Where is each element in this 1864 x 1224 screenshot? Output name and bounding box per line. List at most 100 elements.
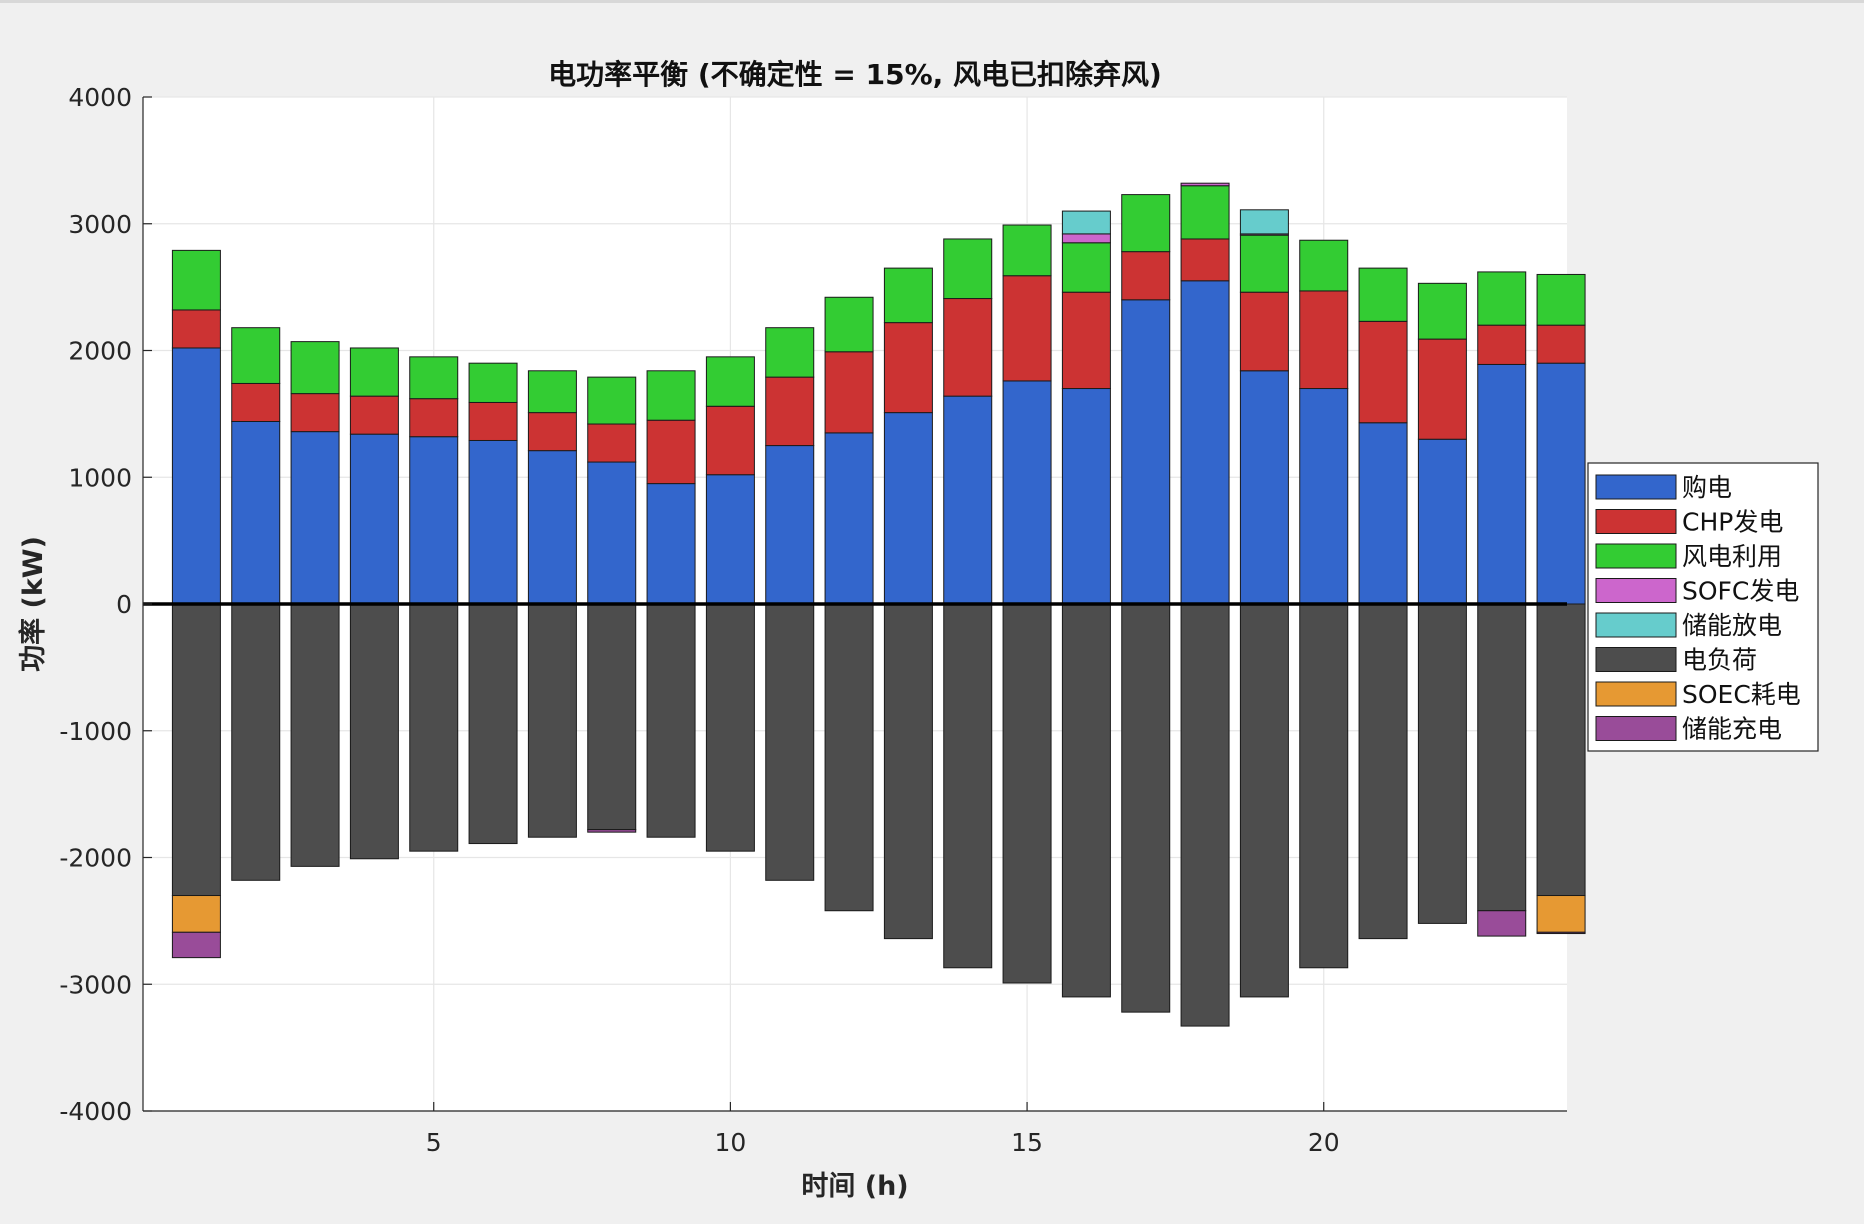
- legend-swatch-2: [1595, 543, 1677, 569]
- legend-entry-0: 购电: [1682, 473, 1732, 502]
- legend-swatch-4: [1595, 612, 1677, 638]
- x-tick-label: 10: [714, 1128, 746, 1157]
- legend-swatch-3: [1595, 578, 1677, 603]
- bar-segment-series-5-hour-3: [290, 603, 340, 867]
- bar-segment-series-1-hour-4: [349, 395, 399, 435]
- x-tick-label: 15: [1011, 1128, 1043, 1157]
- bar-segment-series-2-hour-24: [1536, 273, 1586, 326]
- bar-segment-series-0-hour-20: [1299, 388, 1349, 605]
- bar-segment-series-1-hour-6: [468, 401, 518, 441]
- bar-segment-series-1-hour-7: [527, 412, 577, 452]
- bar-segment-series-1-hour-15: [1002, 275, 1052, 382]
- x-tick-label: 20: [1308, 1128, 1340, 1157]
- bar-segment-series-1-hour-9: [646, 419, 696, 485]
- bar-segment-series-1-hour-22: [1417, 338, 1467, 440]
- bar-segment-series-5-hour-8: [587, 603, 637, 831]
- bar-segment-series-0-hour-10: [705, 474, 755, 605]
- bar-segment-series-7-hour-24: [1536, 931, 1586, 935]
- bar-segment-series-0-hour-5: [409, 436, 459, 605]
- bar-segment-series-5-hour-13: [883, 603, 933, 940]
- bar-segment-series-1-hour-17: [1121, 251, 1171, 301]
- bar-segment-series-5-hour-17: [1121, 603, 1171, 1013]
- bar-segment-series-6-hour-1: [171, 895, 221, 933]
- bar-segment-series-1-hour-2: [231, 382, 281, 422]
- y-axis-title: 功率 (kW): [17, 536, 49, 672]
- bar-segment-series-2-hour-8: [587, 376, 637, 425]
- legend-entry-4: 储能放电: [1682, 611, 1782, 640]
- legend-entry-1: CHP发电: [1682, 508, 1783, 537]
- bar-segment-series-2-hour-15: [1002, 224, 1052, 277]
- bar-segment-series-2-hour-16: [1061, 242, 1111, 293]
- bar-segment-series-2-hour-6: [468, 362, 518, 403]
- bar-segment-series-6-hour-24: [1536, 895, 1586, 933]
- bar-segment-series-0-hour-11: [765, 445, 815, 605]
- bar-segment-series-0-hour-15: [1002, 380, 1052, 605]
- bar-segment-series-1-hour-8: [587, 423, 637, 463]
- bar-segment-series-0-hour-6: [468, 439, 518, 605]
- y-tick-label: 0: [116, 590, 132, 619]
- bar-segment-series-5-hour-12: [824, 603, 874, 912]
- bars: [171, 182, 1586, 1027]
- bar-segment-series-2-hour-21: [1358, 267, 1408, 322]
- bar-segment-series-5-hour-7: [527, 603, 577, 838]
- bar-segment-series-4-hour-19: [1239, 209, 1289, 235]
- bar-segment-series-1-hour-19: [1239, 291, 1289, 372]
- bar-segment-series-5-hour-9: [646, 603, 696, 838]
- axes: -4000 -3000 -2000 -1000 0 1000 2000 3000 4000 5 10…: [59, 83, 1567, 1157]
- bar-segment-series-1-hour-14: [943, 298, 993, 397]
- bar-segment-series-5-hour-15: [1002, 603, 1052, 984]
- bar-segment-series-5-hour-23: [1477, 603, 1527, 912]
- y-tick-label: -1000: [59, 717, 132, 746]
- legend-swatch-1: [1595, 509, 1677, 534]
- bar-segment-series-2-hour-3: [290, 341, 340, 395]
- y-tick-label: 1000: [68, 463, 132, 492]
- bar-segment-series-7-hour-23: [1477, 910, 1527, 937]
- bar-segment-series-7-hour-1: [171, 931, 221, 959]
- bar-segment-series-5-hour-10: [705, 603, 755, 852]
- bar-segment-series-1-hour-16: [1061, 291, 1111, 390]
- bar-segment-series-0-hour-12: [824, 432, 874, 605]
- x-axis-title: 时间 (h): [801, 1171, 908, 1202]
- bar-segment-series-1-hour-12: [824, 351, 874, 434]
- bar-segment-series-5-hour-19: [1239, 603, 1289, 998]
- bar-segment-series-1-hour-1: [171, 309, 221, 349]
- bar-segment-series-2-hour-1: [171, 249, 221, 311]
- bar-segment-series-5-hour-21: [1358, 603, 1408, 940]
- bar-segment-series-1-hour-13: [883, 322, 933, 414]
- bar-segment-series-5-hour-18: [1180, 603, 1230, 1027]
- legend-entry-7: 储能充电: [1682, 715, 1782, 744]
- bar-segment-series-1-hour-5: [409, 398, 459, 438]
- bar-segment-series-0-hour-21: [1358, 422, 1408, 605]
- bar-segment-series-3-hour-18: [1180, 182, 1230, 187]
- bar-segment-series-0-hour-1: [171, 347, 221, 605]
- y-tick-label: 2000: [68, 337, 132, 366]
- bar-segment-series-2-hour-12: [824, 296, 874, 353]
- bar-segment-series-2-hour-14: [943, 238, 993, 300]
- bar-segment-series-5-hour-14: [943, 603, 993, 969]
- bar-segment-series-2-hour-9: [646, 370, 696, 421]
- bar-segment-series-5-hour-2: [231, 603, 281, 881]
- bar-segment-series-3-hour-16: [1061, 233, 1111, 244]
- bar-segment-series-2-hour-7: [527, 370, 577, 414]
- bar-segment-series-2-hour-5: [409, 356, 459, 400]
- legend-swatch-0: [1595, 474, 1677, 500]
- bar-segment-series-2-hour-18: [1180, 185, 1230, 240]
- bar-segment-series-1-hour-23: [1477, 324, 1527, 365]
- bar-segment-series-1-hour-24: [1536, 324, 1586, 364]
- bar-segment-series-2-hour-17: [1121, 194, 1171, 253]
- y-tick-label: -4000: [59, 1097, 132, 1126]
- y-tick-label: 3000: [68, 210, 132, 239]
- bar-segment-series-1-hour-20: [1299, 290, 1349, 390]
- bar-segment-series-5-hour-22: [1417, 603, 1467, 924]
- y-tick-label: -2000: [59, 844, 132, 873]
- bar-segment-series-1-hour-10: [705, 405, 755, 476]
- window-top-border: [0, 0, 1864, 3]
- bar-segment-series-1-hour-11: [765, 376, 815, 447]
- bar-segment-series-0-hour-19: [1239, 370, 1289, 605]
- bar-segment-series-5-hour-16: [1061, 603, 1111, 998]
- bar-segment-series-1-hour-21: [1358, 320, 1408, 424]
- bar-segment-series-0-hour-9: [646, 483, 696, 605]
- bar-segment-series-2-hour-4: [349, 347, 399, 397]
- bar-segment-series-5-hour-6: [468, 603, 518, 845]
